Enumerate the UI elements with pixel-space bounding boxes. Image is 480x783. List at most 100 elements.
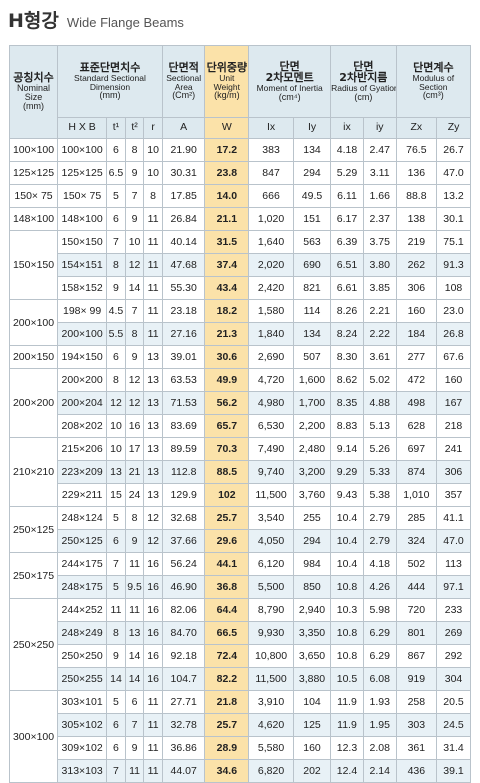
t1-cell: 6 — [106, 138, 126, 162]
ix-cell: 11,500 — [248, 483, 294, 507]
t2-cell: 7 — [124, 713, 145, 737]
hxb-cell: 150×150 — [57, 230, 108, 254]
table-row: 229×211 15 24 13 129.9 102 11,500 3,760 9.43 5.38… — [10, 483, 471, 507]
ry-cell: 5.13 — [362, 414, 397, 438]
rx-cell: 10.4 — [330, 529, 364, 553]
table-row: 200×100 5.5 8 11 27.16 21.3 1,840 134 8.24 2.22 18… — [10, 322, 471, 346]
t2-cell: 9 — [124, 736, 145, 760]
t1-cell: 9 — [106, 276, 126, 300]
weight-cell: 102 — [204, 483, 250, 507]
table-row: 125×125 125×125 6.5 9 10 30.31 23.8 847 294 5.29 3… — [8, 161, 471, 185]
iy-cell: 160 — [292, 736, 332, 760]
ix-cell: 3,910 — [248, 690, 294, 714]
zx-cell: 697 — [395, 437, 438, 461]
weight-cell: 43.4 — [204, 276, 250, 300]
rx-cell: 10.8 — [330, 575, 364, 599]
ry-cell: 6.29 — [362, 644, 397, 668]
subheader-t2: t² — [124, 117, 145, 139]
hxb-cell: 125×125 — [57, 161, 108, 185]
ry-cell: 2.37 — [362, 207, 397, 231]
ry-cell: 4.18 — [362, 552, 397, 576]
iy-cell: 3,200 — [292, 460, 332, 484]
nominal-size-cell: 200×150 — [8, 345, 59, 369]
zy-cell: 67.6 — [436, 345, 471, 369]
header-weight: 단위중량 Unit Weight (kg/m) — [204, 45, 250, 118]
iy-cell: 984 — [292, 552, 332, 576]
rx-cell: 6.61 — [330, 276, 364, 300]
t2-cell: 9 — [124, 207, 145, 231]
ry-cell: 2.14 — [362, 759, 397, 783]
ry-cell: 1.66 — [362, 184, 397, 208]
rx-cell: 12.3 — [330, 736, 364, 760]
hxb-cell: 200×204 — [57, 391, 108, 415]
hxb-cell: 229×211 — [57, 483, 108, 507]
area-cell: 17.85 — [161, 184, 206, 208]
ix-cell: 1,640 — [248, 230, 294, 254]
t1-cell: 13 — [106, 460, 126, 484]
t1-cell: 6 — [106, 736, 126, 760]
iy-cell: 202 — [292, 759, 332, 783]
t2-cell: 14 — [124, 276, 145, 300]
ix-cell: 4,620 — [248, 713, 294, 737]
rx-cell: 8.62 — [330, 368, 364, 392]
zy-cell: 39.1 — [436, 759, 471, 783]
t1-cell: 14 — [106, 667, 126, 691]
zy-cell: 269 — [436, 621, 471, 645]
hxb-cell: 148×100 — [57, 207, 108, 231]
weight-cell: 21.1 — [204, 207, 250, 231]
header-area: 단면적 Sectional Area (Cm²) — [161, 45, 206, 118]
r-cell: 11 — [143, 207, 163, 231]
ry-cell: 6.29 — [362, 621, 397, 645]
zx-cell: 262 — [395, 253, 438, 277]
ry-cell: 3.11 — [362, 161, 397, 185]
hxb-cell: 208×202 — [57, 414, 108, 438]
hxb-cell: 305×102 — [57, 713, 108, 737]
ix-cell: 2,690 — [248, 345, 294, 369]
iy-cell: 2,940 — [292, 598, 332, 622]
area-cell: 129.9 — [161, 483, 206, 507]
t1-cell: 12 — [106, 391, 126, 415]
r-cell: 11 — [143, 276, 163, 300]
rx-cell: 6.17 — [330, 207, 364, 231]
zx-cell: 184 — [395, 322, 438, 346]
zx-cell: 88.8 — [395, 184, 438, 208]
r-cell: 16 — [143, 575, 163, 599]
rx-cell: 9.43 — [330, 483, 364, 507]
t1-cell: 7 — [106, 552, 126, 576]
r-cell: 13 — [143, 368, 163, 392]
t2-cell: 12 — [124, 253, 145, 277]
ry-cell: 2.79 — [362, 506, 397, 530]
t1-cell: 10 — [106, 437, 126, 461]
t1-cell: 6 — [106, 345, 126, 369]
ix-cell: 5,580 — [248, 736, 294, 760]
t1-cell: 6.5 — [106, 161, 126, 185]
zx-cell: 306 — [395, 276, 438, 300]
zx-cell: 1,010 — [395, 483, 438, 507]
t2-cell: 7 — [124, 184, 145, 208]
t2-cell: 13 — [124, 621, 145, 645]
zy-cell: 167 — [436, 391, 471, 415]
weight-cell: 25.7 — [204, 506, 250, 530]
hxb-cell: 250×255 — [57, 667, 108, 691]
hxb-cell: 250×125 — [57, 529, 108, 553]
title-korean: H형강 — [8, 10, 59, 32]
r-cell: 11 — [143, 253, 163, 277]
zx-cell: 136 — [395, 161, 438, 185]
iy-cell: 125 — [292, 713, 332, 737]
rx-cell: 8.83 — [330, 414, 364, 438]
nominal-size-cell: 300×100 — [8, 690, 59, 783]
t2-cell: 7 — [124, 299, 145, 323]
table-row: 148×100 148×100 6 9 11 26.84 21.1 1,020 151 6.17 2… — [8, 207, 471, 231]
zx-cell: 219 — [395, 230, 438, 254]
zy-cell: 97.1 — [436, 575, 471, 599]
r-cell: 11 — [143, 230, 163, 254]
weight-cell: 31.5 — [204, 230, 250, 254]
weight-cell: 88.5 — [204, 460, 250, 484]
nominal-size-cell: 200×200 — [8, 368, 59, 438]
t2-cell: 8 — [124, 506, 145, 530]
ry-cell: 1.93 — [362, 690, 397, 714]
t2-cell: 17 — [124, 437, 145, 461]
subheader-iy: Iy — [292, 117, 332, 139]
ix-cell: 1,840 — [248, 322, 294, 346]
area-cell: 26.84 — [161, 207, 206, 231]
